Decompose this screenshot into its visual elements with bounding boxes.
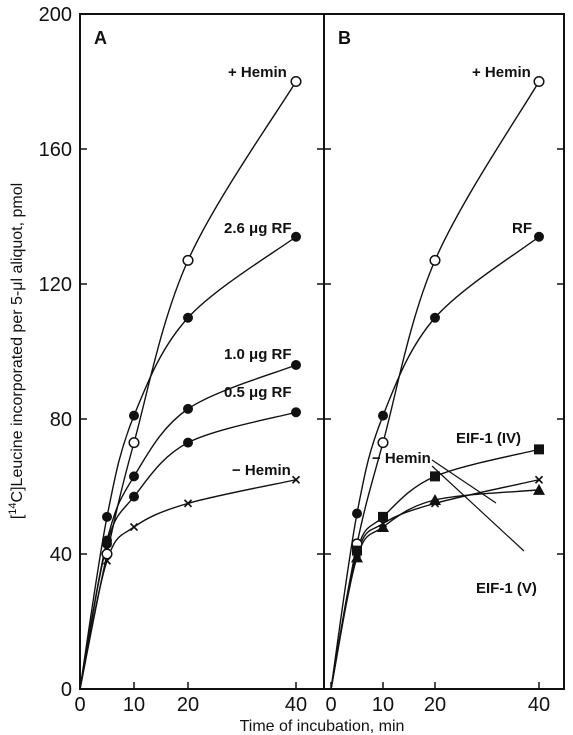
data-point-b-rf — [534, 231, 544, 242]
data-point-b-eif-1-iv — [378, 511, 388, 522]
y-axis-title: [14C]Leucine incorporated per 5-μl aliqu… — [7, 183, 26, 519]
data-point-a-hemin — [129, 522, 139, 532]
data-point-a-hemin — [102, 556, 112, 565]
data-point-b-eif-1-v — [377, 521, 389, 532]
data-point-a-0-5-g-rf — [291, 407, 301, 418]
y-tick-label-120: 120 — [39, 274, 72, 296]
b-leader-line-2 — [431, 465, 525, 552]
cross-stroke — [291, 475, 301, 484]
y-tick-label-40: 40 — [50, 544, 72, 566]
data-point-b-eif-1-iv — [534, 444, 544, 455]
series-lines — [79, 81, 540, 690]
data-point-b-eif-1-iv — [430, 471, 440, 482]
data-point-b-rf — [430, 312, 440, 323]
data-point-a-0-5-g-rf — [102, 538, 112, 549]
data-point-a-1-0-g-rf — [129, 471, 139, 482]
axis-ticks — [79, 148, 564, 689]
data-point-a-0-5-g-rf — [129, 491, 139, 502]
data-point-b-eif-1-iv — [352, 545, 362, 556]
y-tick-label-160: 160 — [39, 139, 72, 161]
data-point-b-hemin — [533, 75, 545, 88]
b-label-hemin-plus: + Hemin — [472, 64, 531, 81]
data-point-b-hemin — [429, 254, 441, 266]
b-label-eif-iv: EIF-1 (IV) — [456, 430, 521, 447]
b-x-tick-label-0: 0 — [325, 694, 336, 716]
data-point-a-hemin — [290, 75, 302, 88]
a-label-hemin-minus: − Hemin — [232, 462, 291, 479]
a-x-tick-label-0: 0 — [74, 694, 85, 716]
cross-stroke — [129, 522, 139, 532]
cross-stroke — [102, 556, 112, 565]
cross-stroke — [183, 499, 193, 508]
data-point-a-hemin — [291, 475, 301, 484]
panel-b-label: B — [338, 28, 351, 48]
y-axis-title-sup: 14 — [7, 502, 19, 514]
data-point-a-2-6-g-rf — [183, 312, 193, 323]
y-tick-label-0: 0 — [61, 679, 72, 701]
data-point-b-rf — [378, 410, 388, 421]
panel-b-frame — [323, 13, 565, 690]
series-line-a-0-5-g-rf — [79, 411, 297, 690]
b-label-eif-v: EIF-1 (V) — [476, 580, 537, 597]
a-label-hemin-plus: + Hemin — [228, 64, 287, 81]
b-x-tick-label-10: 10 — [372, 694, 394, 716]
data-point-a-2-6-g-rf — [291, 231, 301, 242]
data-point-a-2-6-g-rf — [129, 410, 139, 421]
a-x-tick-label-40: 40 — [285, 694, 307, 716]
data-point-b-eif-1-v — [429, 494, 441, 505]
data-point-a-1-0-g-rf — [183, 403, 193, 414]
data-point-a-hemin — [128, 437, 140, 449]
y-axis-title-post: C]Leucine incorporated per 5-μl aliquot,… — [9, 183, 26, 503]
b-leader-line-1 — [431, 459, 497, 504]
b-label-hemin-minus: − Hemin — [372, 450, 431, 467]
data-point-a-0-5-g-rf — [183, 437, 193, 448]
data-markers — [101, 75, 545, 565]
series-line-b-rf — [330, 236, 540, 690]
data-point-a-2-6-g-rf — [102, 511, 112, 522]
cross-stroke — [534, 475, 544, 484]
series-line-a-hemin — [79, 479, 297, 690]
data-point-a-hemin — [101, 548, 113, 560]
a-x-tick-label-20: 20 — [177, 694, 199, 716]
data-point-a-hemin — [182, 254, 194, 266]
series-line-b-hemin — [330, 81, 540, 690]
panel-a-label: A — [94, 28, 107, 48]
data-point-a-1-0-g-rf — [291, 360, 301, 370]
data-point-b-hemin — [377, 437, 389, 449]
data-point-b-eif-1-v — [351, 551, 363, 563]
y-tick-label-80: 80 — [50, 409, 72, 431]
a-label-rf-1-0: 1.0 μg RF — [224, 346, 292, 363]
y-tick-label-200: 200 — [39, 4, 72, 26]
a-x-tick-label-10: 10 — [123, 694, 145, 716]
b-x-tick-label-20: 20 — [424, 694, 446, 716]
x-axis-title: Time of incubation, min — [240, 718, 405, 735]
data-point-b-hemin — [534, 475, 544, 484]
a-label-rf-0-5: 0.5 μg RF — [224, 384, 292, 401]
data-point-b-rf — [352, 508, 362, 519]
data-point-a-hemin — [183, 499, 193, 508]
a-label-rf-2-6: 2.6 μg RF — [224, 220, 292, 237]
b-x-tick-label-40: 40 — [528, 694, 550, 716]
y-axis-title-pre: [ — [9, 514, 26, 519]
b-label-rf: RF — [512, 220, 532, 237]
data-point-b-eif-1-v — [533, 483, 545, 495]
